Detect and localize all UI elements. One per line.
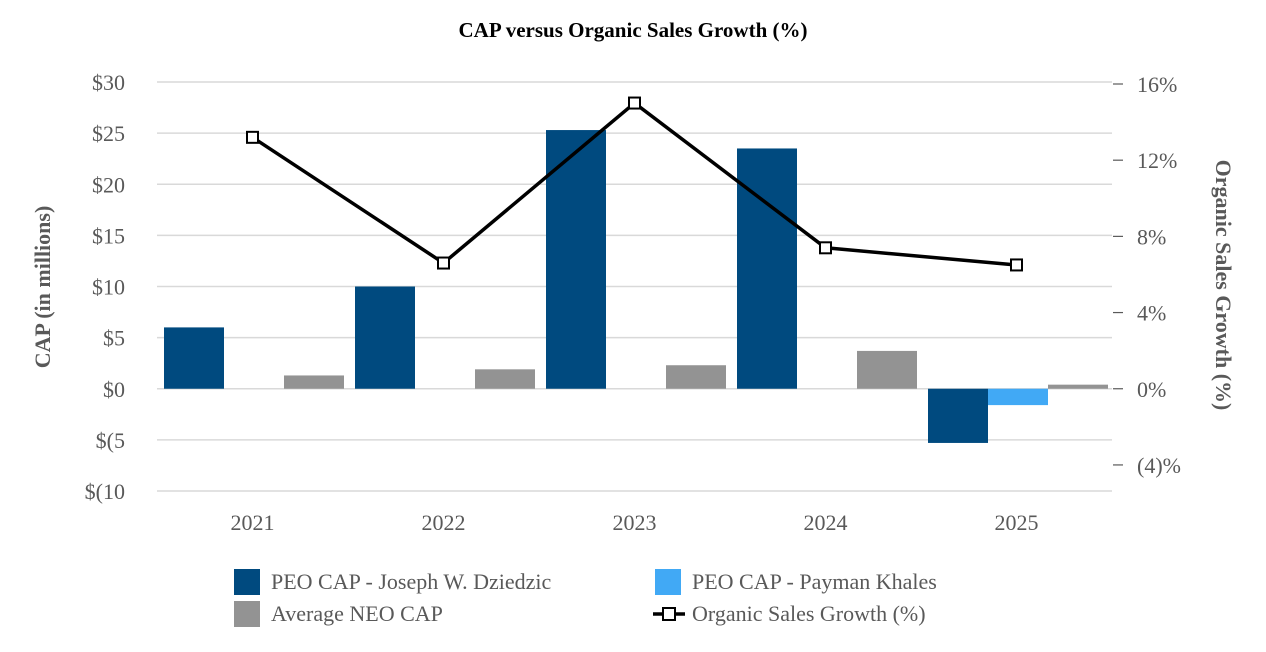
- growth-marker: [246, 130, 259, 144]
- y2-tick-label: 0%: [1137, 377, 1166, 402]
- growth-line-series: [246, 96, 1023, 272]
- y2-tick-label: 4%: [1137, 301, 1166, 326]
- bar: [284, 375, 344, 389]
- bar: [666, 365, 726, 389]
- x-tick-label: 2021: [231, 510, 275, 535]
- bar: [355, 286, 415, 389]
- bar: [546, 130, 606, 389]
- bar: [928, 388, 988, 443]
- y-tick-label: $10: [92, 275, 125, 300]
- legend-label: PEO CAP - Payman Khales: [692, 569, 937, 594]
- y-tick-label: $(10: [85, 479, 125, 504]
- y2-tick-label: 16%: [1137, 72, 1177, 97]
- x-tick-label: 2023: [613, 510, 657, 535]
- legend-label: Average NEO CAP: [271, 601, 443, 626]
- y-tick-label: $20: [92, 172, 125, 197]
- legend: PEO CAP - Joseph W. Dziedzic PEO CAP - Pa…: [234, 569, 937, 627]
- legend-marker-swatch: [662, 607, 676, 621]
- y-tick-label: $30: [92, 70, 125, 95]
- growth-marker: [819, 241, 832, 255]
- legend-swatch: [655, 569, 681, 595]
- growth-marker: [628, 96, 641, 110]
- y-axis-title: CAP (in millions): [30, 206, 55, 369]
- growth-marker: [437, 256, 450, 270]
- x-tick-label: 2024: [804, 510, 848, 535]
- x-tick-label: 2022: [422, 510, 466, 535]
- bar: [988, 388, 1048, 406]
- y-tick-label: $5: [103, 326, 125, 351]
- legend-swatch: [234, 601, 260, 627]
- y2-tick-label: 12%: [1137, 148, 1177, 173]
- bar: [475, 369, 535, 389]
- legend-label: Organic Sales Growth (%): [692, 601, 926, 626]
- legend-swatch: [234, 569, 260, 595]
- x-tick-label: 2025: [995, 510, 1039, 535]
- y2-axis-title: Organic Sales Growth (%): [1211, 160, 1236, 411]
- y-tick-label: $15: [92, 223, 125, 248]
- bar: [857, 350, 917, 389]
- bar: [164, 327, 224, 389]
- x-axis-ticks: 2021 2022 2023 2024 2025: [231, 510, 1039, 535]
- y2-tick-label: (4)%: [1137, 453, 1181, 478]
- y-tick-label: $25: [92, 121, 125, 146]
- growth-marker: [1010, 258, 1023, 272]
- chart-title: CAP versus Organic Sales Growth (%): [458, 18, 807, 42]
- bar: [737, 148, 797, 389]
- y2-tick-label: 8%: [1137, 224, 1166, 249]
- bar: [1048, 384, 1108, 389]
- left-axis-ticks: $30 $25 $20 $15 $10 $5 $0 $(5 $(10: [85, 70, 125, 504]
- right-axis-ticks: 16% 12% 8% 4% 0% (4)%: [1113, 72, 1181, 478]
- legend-label: PEO CAP - Joseph W. Dziedzic: [271, 569, 552, 594]
- y-tick-label: $(5: [96, 428, 125, 453]
- y-tick-label: $0: [103, 377, 125, 402]
